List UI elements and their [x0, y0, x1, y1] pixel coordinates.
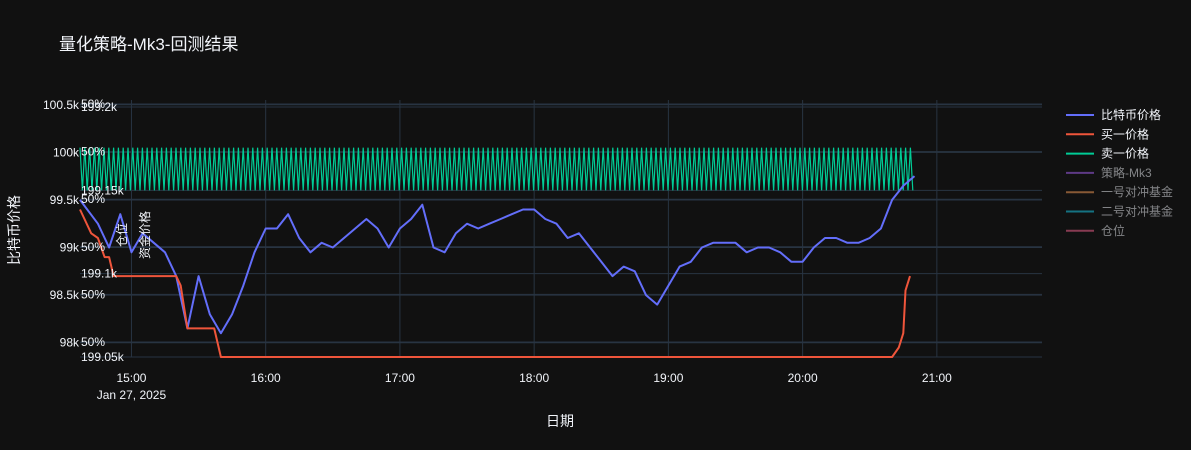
overlay-tick-label: 50%	[81, 240, 105, 254]
x-tick-label: 15:00	[116, 371, 146, 385]
x-tick-label: 19:00	[653, 371, 683, 385]
overlay-tick-label: 50%	[81, 287, 105, 301]
series-line	[79, 175, 916, 335]
legend-label[interactable]: 买一价格	[1101, 126, 1149, 141]
y-tick-label: 98k	[60, 336, 80, 350]
series-layer	[79, 175, 916, 358]
chart-title: 量化策略-Mk3-回测结果	[59, 35, 238, 54]
x-date-label: Jan 27, 2025	[97, 388, 167, 402]
overlay-tick-label: 199.05k	[81, 350, 125, 364]
y-tick-label: 99.5k	[50, 193, 80, 207]
legend-label[interactable]: 卖一价格	[1101, 146, 1149, 161]
overlay-tick-label: 199.2k	[81, 100, 118, 114]
overlay-tick-label: 50%	[81, 97, 105, 111]
overlay-tick-label: 199.1k	[81, 267, 118, 281]
legend-label[interactable]: 比特币价格	[1101, 107, 1161, 122]
y-tick-label: 100k	[53, 145, 80, 159]
overlay-tick-label: 50%	[81, 335, 105, 349]
overlay-axis-title: 仓位	[114, 223, 129, 247]
x-tick-label: 20:00	[788, 371, 818, 385]
overlay-axis-title: 资金价格	[137, 211, 152, 259]
legend-label[interactable]: 二号对冲基金	[1101, 204, 1173, 219]
legend-label[interactable]: 一号对冲基金	[1101, 184, 1173, 199]
x-tick-label: 21:00	[922, 371, 952, 385]
overlay-tick-label: 50%	[81, 192, 105, 206]
x-tick-label: 18:00	[519, 371, 549, 385]
legend-label[interactable]: 仓位	[1101, 223, 1125, 238]
y-axis: 98k 98.5k 99k 99.5k 100k 100.5k	[43, 98, 80, 350]
x-axis: 15:00 Jan 27, 2025 16:00 17:00 18:00 19:00 20:…	[97, 371, 952, 402]
sell-price-band	[79, 147, 914, 191]
grid-layer	[80, 100, 1042, 358]
overlay-tick-label: 50%	[81, 145, 105, 159]
overlay-axes: 50%50%50%50%50%50%199.05k199.1k199.15k19…	[81, 97, 152, 364]
y-tick-label: 100.5k	[43, 98, 80, 112]
overlay-tick-label: 199.15k	[81, 183, 125, 197]
x-tick-label: 16:00	[251, 371, 281, 385]
y-tick-label: 98.5k	[50, 288, 80, 302]
legend-label[interactable]: 策略-Mk3	[1101, 165, 1152, 180]
x-tick-label: 17:00	[385, 371, 415, 385]
y-tick-label: 99k	[60, 241, 80, 255]
x-axis-title: 日期	[546, 413, 574, 429]
sell-band-layer	[79, 147, 914, 191]
y-axis-title: 比特币价格	[6, 195, 22, 265]
series-line	[79, 209, 911, 358]
